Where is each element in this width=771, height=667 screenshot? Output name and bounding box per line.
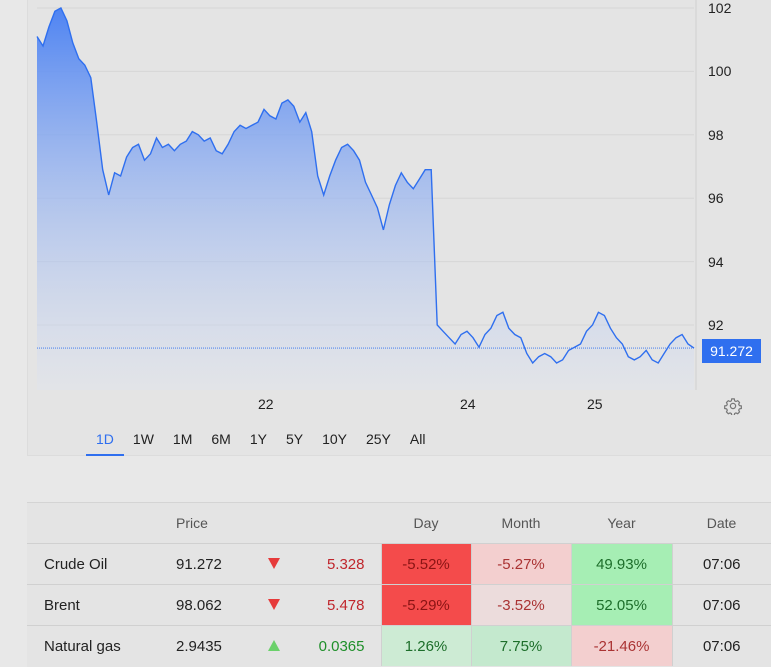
y-tick-label: 102 xyxy=(708,0,732,16)
tab-5y[interactable]: 5Y xyxy=(285,431,304,447)
month-change: 7.75% xyxy=(470,625,571,666)
y-tick-label: 92 xyxy=(708,317,724,333)
tab-all[interactable]: All xyxy=(409,431,426,447)
day-change: 1.26% xyxy=(380,625,471,666)
header-name xyxy=(27,503,153,544)
year-change: 49.93% xyxy=(570,543,672,585)
triangle-down-icon xyxy=(268,598,280,610)
tab-10y[interactable]: 10Y xyxy=(322,431,347,447)
x-tick-label: 22 xyxy=(258,396,274,412)
commodities-table: Price Day Month Year Date Crude Oil 91.2… xyxy=(27,503,771,666)
last-price-badge: 91.272 xyxy=(702,339,761,363)
header-change xyxy=(300,503,381,544)
quote-time: 07:06 xyxy=(671,584,771,626)
commodity-price: 98.062 xyxy=(153,584,248,626)
commodity-name[interactable]: Brent xyxy=(27,584,153,626)
tab-1w[interactable]: 1W xyxy=(132,431,154,447)
header-arrow xyxy=(248,503,300,544)
y-tick-label: 94 xyxy=(708,254,724,270)
commodity-price: 91.272 xyxy=(153,543,248,585)
price-chart[interactable] xyxy=(28,0,771,420)
tab-6m[interactable]: 6M xyxy=(211,431,231,447)
price-chart-panel: 102 100 98 96 94 92 22 24 25 91.272 1D 1… xyxy=(27,0,771,456)
price-change: 5.478 xyxy=(300,584,381,626)
gear-icon[interactable] xyxy=(724,397,742,415)
price-change: 0.0365 xyxy=(300,625,381,666)
commodity-price: 2.9435 xyxy=(153,625,248,666)
header-month: Month xyxy=(501,515,541,531)
x-tick-label: 25 xyxy=(587,396,603,412)
commodity-name[interactable]: Crude Oil xyxy=(27,543,153,585)
y-tick-label: 100 xyxy=(708,63,732,79)
y-tick-label: 98 xyxy=(708,127,724,143)
day-change: -5.29% xyxy=(380,584,471,626)
day-change: -5.52% xyxy=(380,543,471,585)
time-range-tabs: 1D 1W 1M 6M 1Y 5Y 10Y 25Y All xyxy=(86,425,434,456)
price-change: 5.328 xyxy=(300,543,381,585)
quote-time: 07:06 xyxy=(671,625,771,666)
table-row[interactable]: Crude Oil 91.272 5.328 -5.52% -5.27% 49.… xyxy=(27,543,771,585)
table-header-row: Price Day Month Year Date xyxy=(27,503,771,544)
y-tick-label: 96 xyxy=(708,190,724,206)
quote-time: 07:06 xyxy=(671,543,771,585)
header-date: Date xyxy=(706,515,737,531)
commodity-name[interactable]: Natural gas xyxy=(27,625,153,666)
tab-1y[interactable]: 1Y xyxy=(249,431,267,447)
triangle-up-icon xyxy=(268,639,280,651)
year-change: 52.05% xyxy=(570,584,672,626)
price-line xyxy=(36,7,695,365)
tab-1m[interactable]: 1M xyxy=(172,431,193,447)
triangle-down-icon xyxy=(268,557,280,569)
month-change: -3.52% xyxy=(470,584,571,626)
price-area xyxy=(37,8,694,390)
year-change: -21.46% xyxy=(570,625,672,666)
commodities-table-panel: Price Day Month Year Date Crude Oil 91.2… xyxy=(27,502,771,667)
tab-25y[interactable]: 25Y xyxy=(365,431,391,447)
header-year: Year xyxy=(607,515,636,531)
month-change: -5.27% xyxy=(470,543,571,585)
tab-1d[interactable]: 1D xyxy=(86,425,124,456)
x-tick-label: 24 xyxy=(460,396,476,412)
table-row[interactable]: Brent 98.062 5.478 -5.29% -3.52% 52.05% … xyxy=(27,584,771,626)
header-price: Price xyxy=(176,515,208,531)
table-row[interactable]: Natural gas 2.9435 0.0365 1.26% 7.75% -2… xyxy=(27,625,771,666)
header-day: Day xyxy=(413,515,439,531)
